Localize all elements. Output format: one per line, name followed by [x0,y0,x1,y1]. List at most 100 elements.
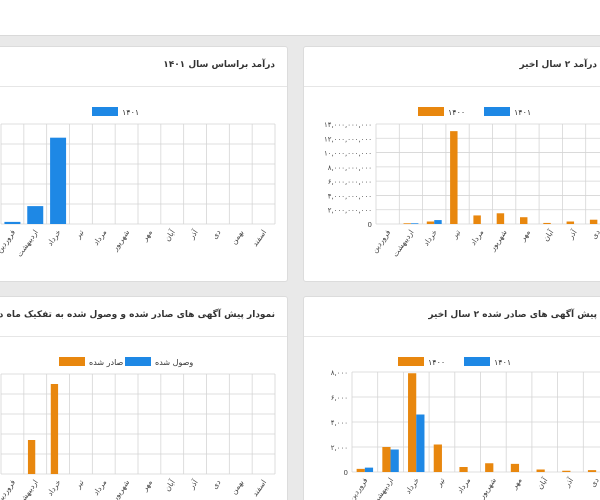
x-tick-label: مرداد [91,228,108,247]
bar-2-series-0 [50,384,59,474]
x-tick-label: شهریور [110,478,131,500]
legend-label: ۱۴۰۱ [494,358,511,367]
x-tick-label: آذر [186,477,200,492]
x-tick-label: فروردین [347,476,370,500]
x-tick-label: مرداد [455,476,472,495]
card-title: پیش آگهی های صادر شده ۲ سال اخیر [428,310,597,320]
notices-two-years-card: پیش آگهی های صادر شده ۲ سال اخیر 0 ۲,۰۰۰ ۴… [303,296,600,500]
y-tick-label: ۸,۰۰۰ [331,369,348,377]
bar-6-series-0 [510,463,520,472]
bar-6-series-0 [519,217,528,224]
x-tick-label: فروردین [0,228,17,255]
bar-3-series-0 [433,444,442,472]
bar-4-series-0 [459,467,468,472]
legend-swatch [125,357,151,366]
x-tick-label: مهر [517,228,532,244]
y-tick-label: ۱۴,۰۰۰,۰۰۰,۰۰۰ [324,121,372,129]
card-header: درآمد ۲ سال اخیر [304,47,600,87]
y-tick-label: ۱۲,۰۰۰,۰۰۰,۰۰۰ [324,135,372,143]
notices-by-month-card: نمودار پیش آگهی های صادر شده و وصول شده … [0,296,288,500]
notices-two-years-chart: 0 ۲,۰۰۰ ۴,۰۰۰ ۶,۰۰۰ ۸,۰۰۰ فروردین اردیبهشت خردا… [331,357,600,500]
x-tick-label: اردیبهشت [390,228,415,258]
bar-2-series-1 [434,220,442,224]
bar-7-series-0 [543,222,551,224]
x-tick-label: خرداد [403,476,421,496]
x-tick-label: مرداد [91,478,108,497]
x-tick-label: مهر [139,478,154,494]
bar-9-series-0 [589,219,598,224]
legend-label: ۱۴۰۰ [448,108,465,117]
x-tick-label: اردیبهشت [15,228,40,258]
bar-2-series-0 [426,221,435,224]
legend-label: ۱۴۰۱ [122,108,139,117]
legend-swatch [418,107,444,116]
x-tick-label: شهریور [110,228,131,253]
x-tick-label: آبان [162,477,178,493]
bar-2-series-0 [50,137,67,224]
x-tick-label: دی [210,228,223,241]
bar-7-series-0 [536,469,545,472]
x-tick-label: اسفند [250,228,268,248]
revenue-two-years-card: درآمد ۲ سال اخیر 0 ۲,۰۰۰,۰۰۰,۰۰۰ ۴,۰۰۰,۰۰۰… [303,46,600,282]
bar-9-series-0 [587,470,597,472]
y-tick-label: ۴,۰۰۰ [331,419,348,427]
card-title: نمودار پیش آگهی های صادر شده و وصول شده … [0,310,275,320]
x-tick-label: دی [210,478,223,491]
legend-label: ۱۴۰۱ [514,108,531,117]
card-header: درآمد براساس سال ۱۴۰۱ [0,47,287,87]
x-tick-label: اردیبهشت [15,478,40,500]
top-bar [0,0,600,36]
y-tick-label: 0 [368,221,372,229]
x-tick-label: شهریور [487,228,508,253]
x-tick-label: آبان [540,227,556,243]
legend-swatch [59,357,85,366]
revenue-1401-card: درآمد براساس سال ۱۴۰۱ فروردین اردیبهشت خرد… [0,46,288,282]
bar-1-series-0 [382,447,391,472]
y-tick-label: ۱۰,۰۰۰,۰۰۰,۰۰۰ [324,150,372,158]
x-tick-label: بهمن [229,478,245,496]
x-tick-label: مرداد [468,228,485,247]
legend-label: وصول شده [155,358,193,367]
bar-4-series-0 [473,215,481,224]
x-tick-label: تیر [449,228,462,241]
x-tick-label: تیر [434,476,447,489]
card-title: درآمد براساس سال ۱۴۰۱ [163,60,275,70]
x-tick-label: آذر [565,227,579,242]
bar-3-series-0 [450,131,458,224]
bar-0-series-0 [4,221,21,224]
bar-2-series-1 [416,414,425,472]
x-tick-label: مهر [139,228,154,244]
y-tick-label: ۶,۰۰۰,۰۰۰,۰۰۰ [328,178,372,186]
bar-1-series-0 [27,440,36,474]
x-tick-label: آبان [534,475,550,491]
bar-5-series-0 [496,213,505,224]
x-tick-label: اسفند [250,478,268,498]
bar-1-series-1 [410,223,419,224]
x-tick-label: دی [588,476,600,489]
x-tick-label: آذر [186,227,200,242]
legend-label: صادر شده [89,358,124,367]
x-tick-label: مهر [509,476,524,492]
x-tick-label: اردیبهشت [370,476,395,500]
y-tick-label: ۲,۰۰۰,۰۰۰,۰۰۰ [328,207,372,215]
bar-5-series-0 [485,463,494,472]
x-tick-label: آذر [561,475,575,490]
x-tick-label: تیر [73,478,86,491]
x-tick-label: خرداد [45,478,63,498]
y-tick-label: ۲,۰۰۰ [331,444,348,452]
bar-0-series-0 [356,468,365,472]
card-header: نمودار پیش آگهی های صادر شده و وصول شده … [0,297,287,337]
legend-swatch [398,357,424,366]
x-tick-label: شهریور [477,476,498,500]
y-tick-label: ۶,۰۰۰ [331,394,348,402]
bar-2-series-0 [408,373,417,472]
card-title: درآمد ۲ سال اخیر [519,60,597,70]
bar-1-series-1 [390,449,399,472]
legend-label: ۱۴۰۰ [428,358,445,367]
y-tick-label: ۴,۰۰۰,۰۰۰,۰۰۰ [328,192,372,200]
x-tick-label: فروردین [370,228,393,255]
card-header: پیش آگهی های صادر شده ۲ سال اخیر [304,297,600,337]
x-tick-label: تیر [73,228,86,241]
